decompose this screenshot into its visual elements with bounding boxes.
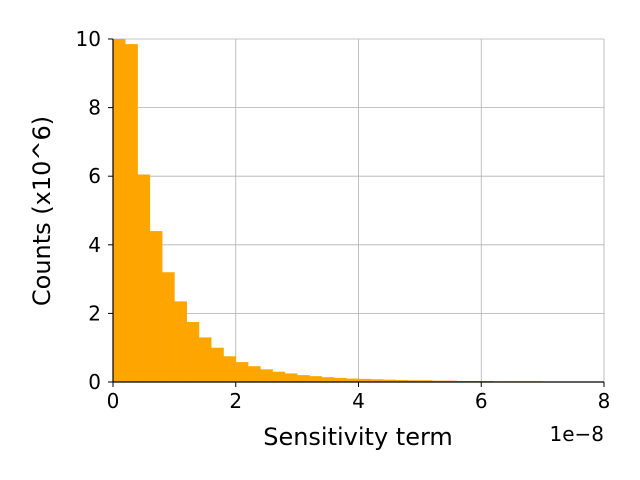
x-axis-offset-label: 1e−8 [549, 422, 604, 446]
y-tick-label: 10 [76, 27, 101, 51]
histogram-bar [272, 371, 286, 382]
y-tick-label: 0 [88, 370, 101, 394]
histogram-bar [333, 377, 347, 382]
y-axis-label: Counts (x10^6) [28, 116, 56, 306]
histogram-bar [284, 373, 298, 382]
histogram-bar [186, 321, 200, 382]
histogram-bar [419, 380, 433, 382]
histogram-bar [149, 231, 163, 382]
y-tick-label: 8 [88, 96, 101, 120]
histogram-bar [321, 377, 335, 382]
histogram-bar [137, 174, 151, 382]
histogram-bar [370, 379, 384, 382]
x-tick-label: 4 [352, 389, 365, 413]
histogram-bar [297, 375, 310, 382]
histogram-bar [407, 380, 421, 382]
histogram-bar [383, 379, 396, 382]
histogram-bar [223, 356, 237, 382]
histogram-bar [309, 376, 322, 382]
x-tick-label: 8 [598, 389, 611, 413]
histogram-bar [432, 380, 445, 382]
histogram-bar [162, 272, 175, 382]
y-tick-label: 2 [88, 301, 101, 325]
histogram-bar [174, 301, 187, 382]
y-tick-label: 6 [88, 164, 101, 188]
axes [108, 38, 605, 387]
y-tick-label: 4 [88, 233, 101, 257]
tick-labels: 0 2 4 6 8 0 2 4 6 8 10 [76, 27, 611, 413]
histogram-bar [346, 378, 359, 382]
histogram-bar [395, 379, 408, 382]
x-tick-label: 6 [475, 389, 488, 413]
x-tick-label: 2 [229, 389, 242, 413]
x-axis-label: Sensitivity term [263, 423, 453, 451]
histogram-bar [444, 380, 457, 382]
x-tick-label: 0 [107, 389, 120, 413]
histogram-bar [235, 362, 249, 382]
histogram-bar [198, 337, 212, 382]
histogram-bar [113, 39, 126, 382]
histogram-bar [248, 366, 261, 382]
histogram-bar [211, 347, 224, 382]
histogram-bar [260, 369, 273, 382]
histogram-bar [358, 378, 372, 382]
histogram-bars [113, 39, 568, 383]
histogram-bar [125, 44, 138, 383]
